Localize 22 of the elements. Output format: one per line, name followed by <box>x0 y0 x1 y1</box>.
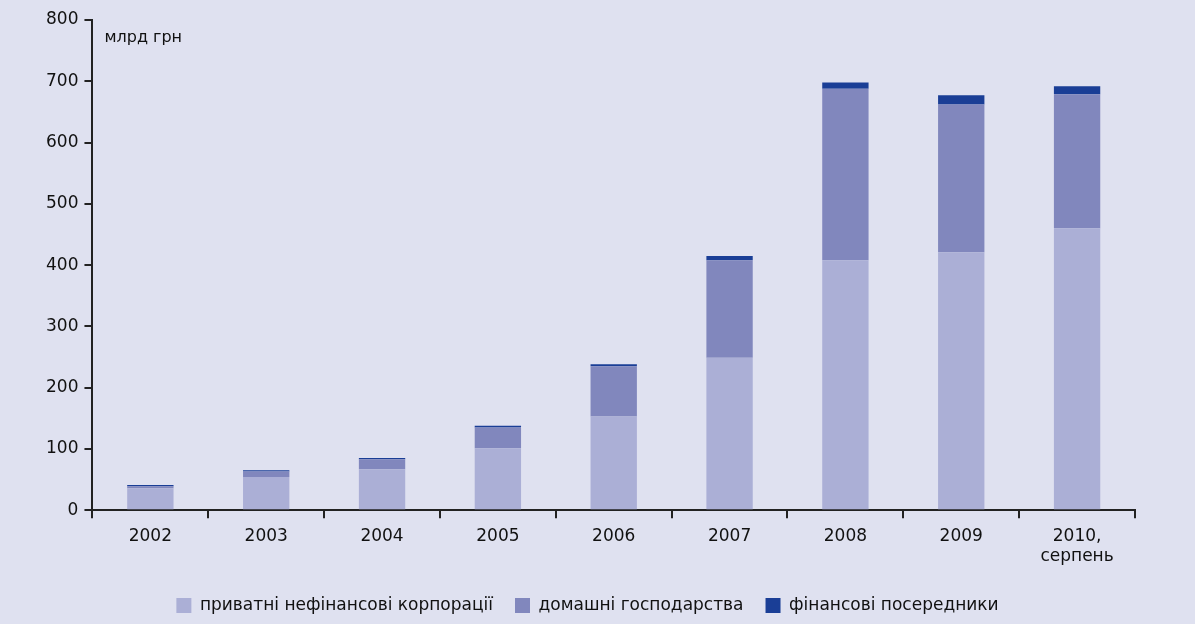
y-tick-label: 800 <box>45 8 79 29</box>
y-tick-label: 0 <box>67 498 79 519</box>
x-tick-label: 2002 <box>128 524 172 545</box>
y-tick-label: 200 <box>45 376 79 397</box>
y-tick-label: 100 <box>45 437 79 458</box>
x-tick-label: 2007 <box>707 524 752 545</box>
y-tick-label: 600 <box>45 130 79 151</box>
x-tick-label: 2008 <box>823 524 868 545</box>
legend-label: приватні нефінансові корпорації <box>199 593 494 614</box>
x-tick-label: 2005 <box>476 524 520 545</box>
y-tick-label: 500 <box>45 192 79 213</box>
y-tick-label: 700 <box>45 69 79 90</box>
legend-label: домашні господарства <box>538 593 744 614</box>
y-axis-title: млрд грн <box>104 27 183 47</box>
x-tick-label: 2010, серпень <box>1040 524 1114 566</box>
y-tick-label: 300 <box>45 314 79 335</box>
x-tick-label: 2009 <box>939 524 983 545</box>
x-tick-label: 2006 <box>592 524 636 545</box>
x-tick-label: 2003 <box>244 524 288 545</box>
legend-label: фінансові посередники <box>789 593 999 614</box>
y-tick-label: 400 <box>45 253 79 274</box>
x-tick-label: 2004 <box>360 524 404 545</box>
